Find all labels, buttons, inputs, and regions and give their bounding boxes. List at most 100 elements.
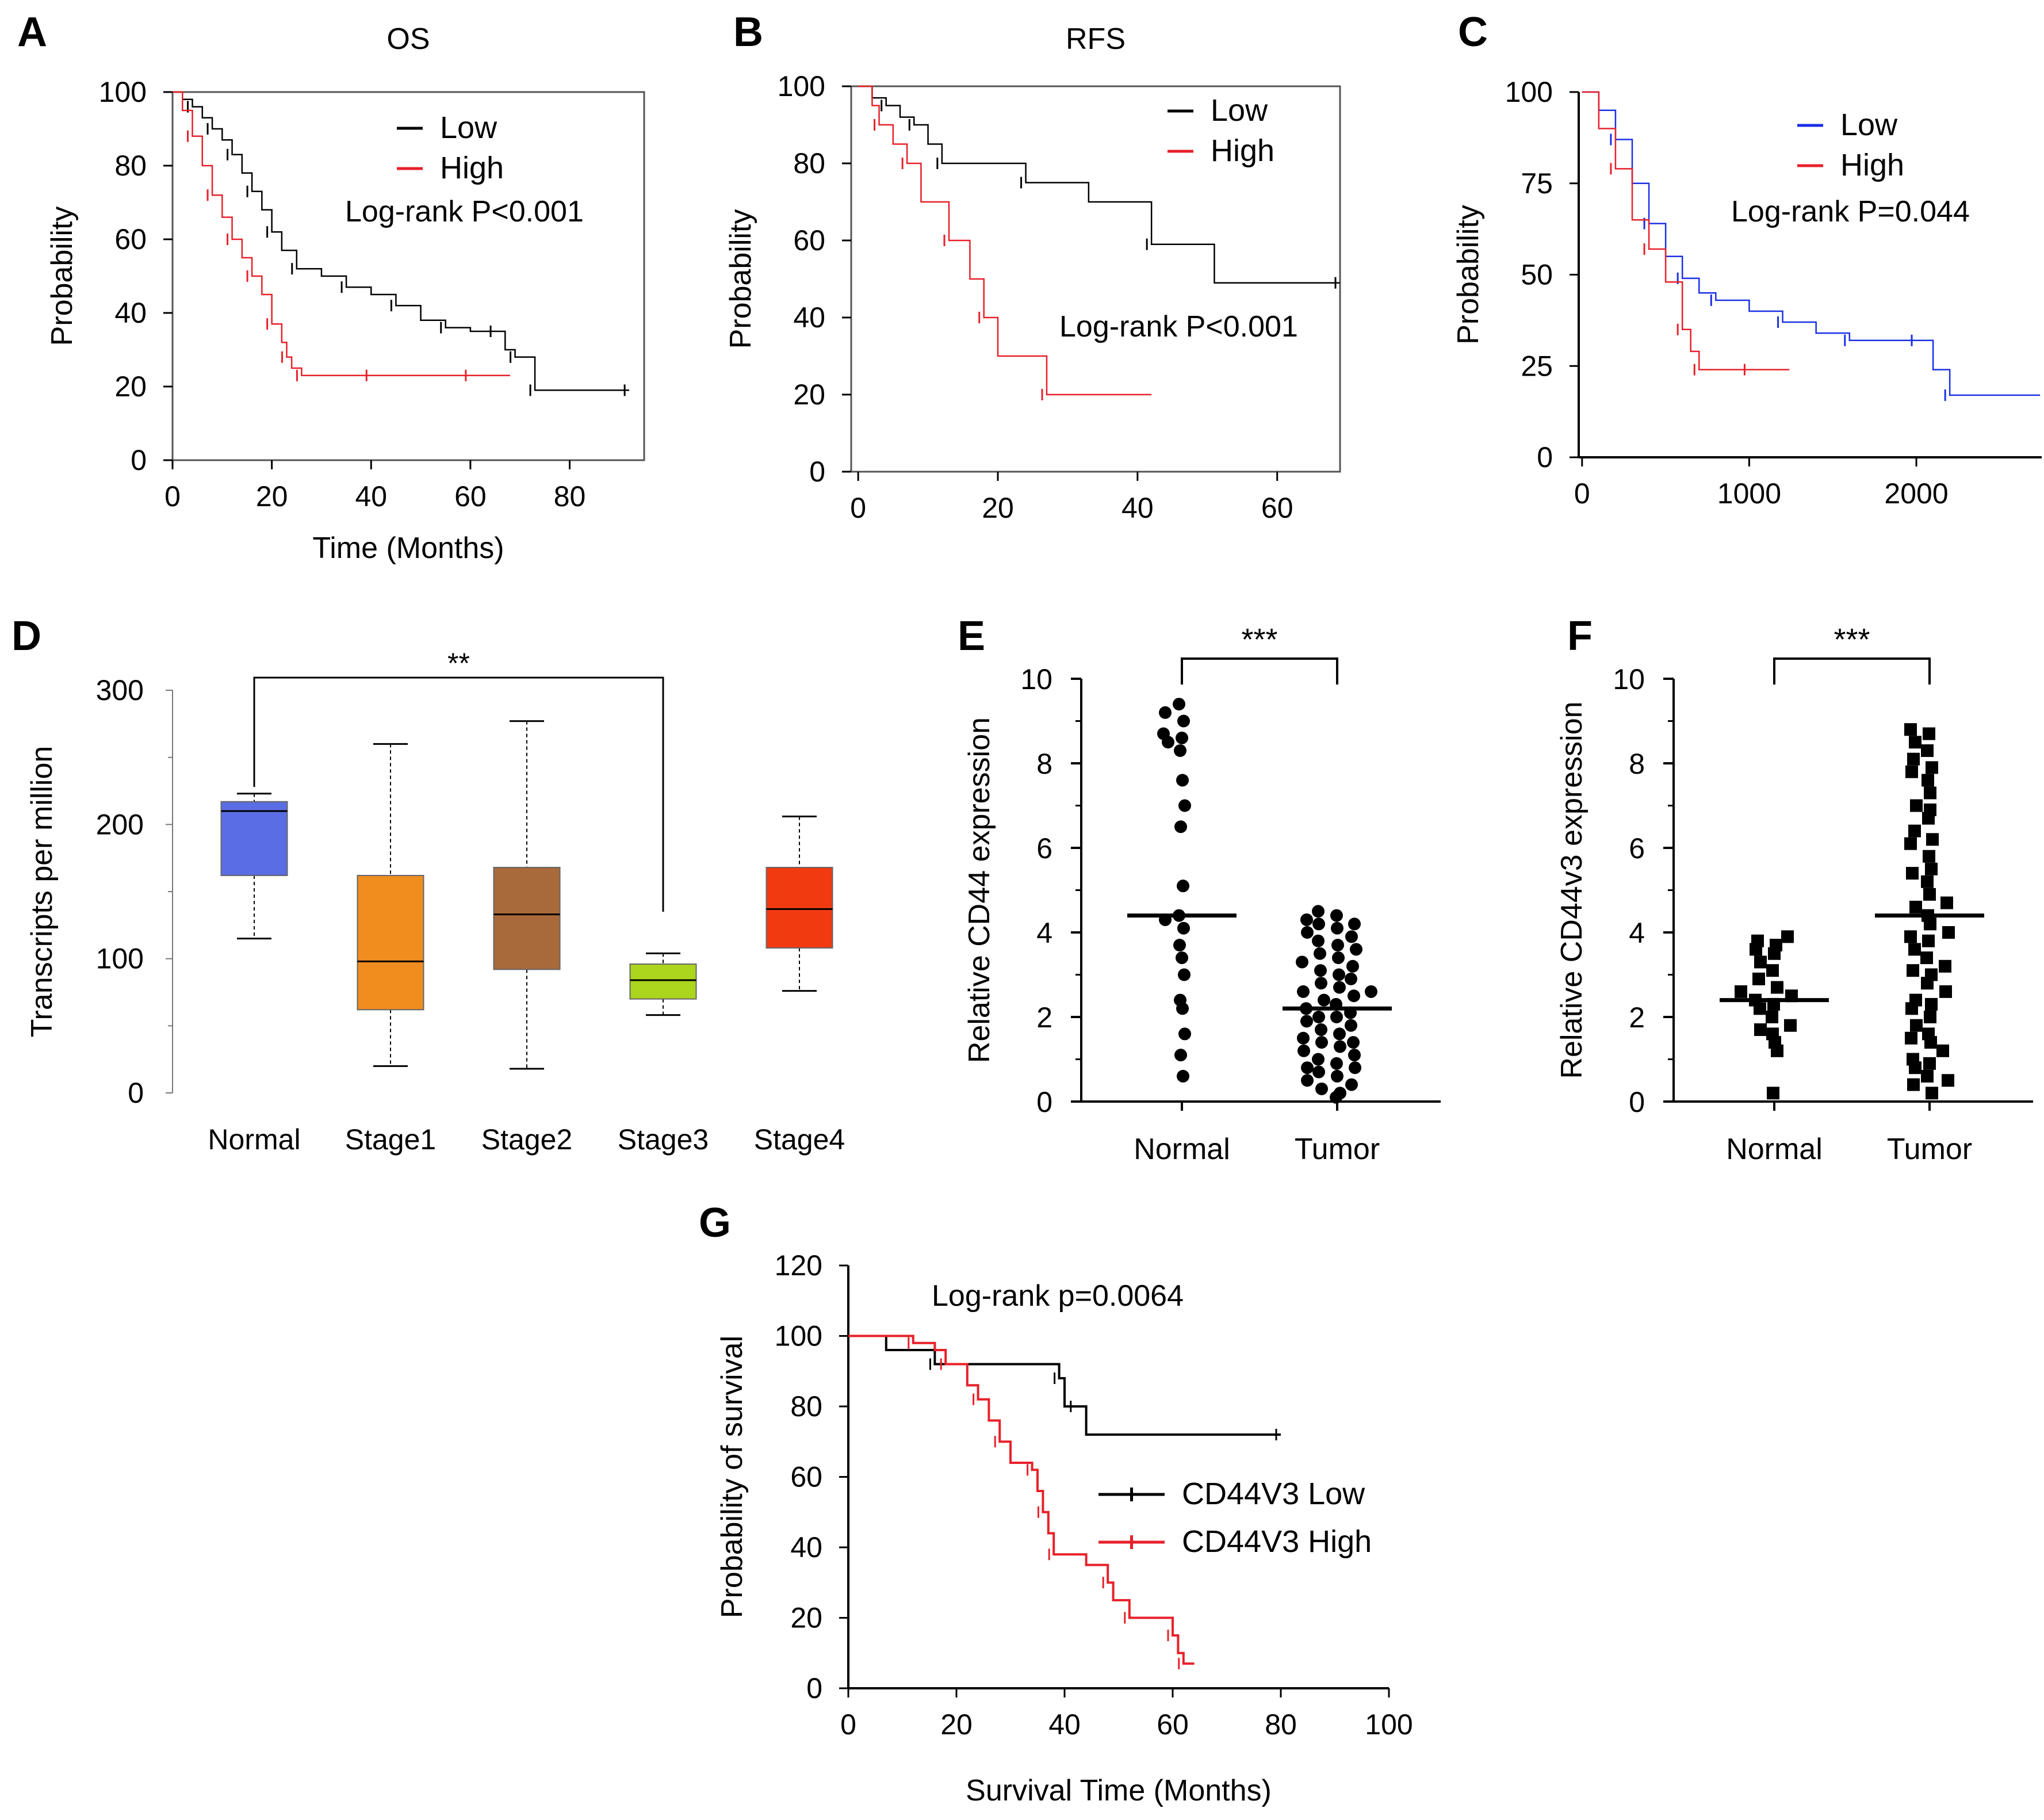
data-point: [1905, 1031, 1917, 1045]
x-tick-label: 60: [1157, 1708, 1189, 1741]
chart-title: RFS: [1066, 22, 1126, 56]
box-stage1: [357, 875, 424, 1011]
data-point: [1904, 837, 1917, 850]
y-tick-label: 120: [775, 1249, 822, 1282]
x-tick-label: 80: [554, 480, 586, 513]
data-point: [1177, 922, 1190, 935]
data-point: [1766, 964, 1779, 977]
x-tick-label: 20: [940, 1708, 973, 1741]
data-point: [1334, 1040, 1346, 1053]
data-point: [1754, 1023, 1767, 1037]
y-axis-label: Probability: [724, 209, 757, 349]
y-tick-label: 0: [1036, 1086, 1052, 1118]
category-label: Stage2: [481, 1123, 572, 1156]
y-tick-label: 75: [1521, 167, 1553, 200]
y-tick-label: 200: [96, 808, 144, 840]
y-axis-label: Transcripts per million: [25, 746, 59, 1038]
data-point: [1345, 1078, 1358, 1091]
series-high-line: [1582, 91, 1790, 370]
data-point: [1784, 1019, 1797, 1032]
data-point: [1177, 1069, 1189, 1083]
data-point: [1921, 875, 1934, 888]
x-tick-label: 40: [1121, 492, 1154, 524]
y-axis-label: Relative CD44 expression: [963, 717, 996, 1063]
category-label: Normal: [1726, 1133, 1823, 1166]
data-point: [1754, 955, 1767, 969]
data-point: [1926, 1087, 1938, 1100]
y-axis-label: Probability of survival: [715, 1336, 749, 1618]
data-point: [1349, 1061, 1361, 1075]
plot-frame: [850, 85, 1341, 473]
series-low-line: [173, 91, 630, 391]
y-tick-label: 60: [793, 224, 825, 257]
data-point: [1174, 820, 1187, 833]
category-label: Tumor: [1295, 1133, 1380, 1166]
data-point: [1907, 1078, 1920, 1091]
data-point: [1178, 968, 1191, 981]
significance-bracket: [1773, 657, 1931, 685]
data-point: [1176, 731, 1188, 744]
data-point: [1923, 727, 1935, 740]
data-point: [1921, 1069, 1934, 1083]
series-high-line: [858, 85, 1152, 396]
x-tick-label: 60: [454, 480, 487, 513]
data-point: [1365, 985, 1377, 998]
y-tick-label: 4: [1629, 917, 1645, 949]
logrank-annotation: Log-rank P<0.001: [1059, 310, 1298, 343]
legend-label: Low: [1211, 93, 1268, 128]
y-tick-label: 6: [1629, 832, 1645, 865]
data-point: [1173, 698, 1185, 711]
data-point: [1332, 951, 1345, 965]
data-point: [1300, 913, 1313, 926]
data-point: [1347, 1036, 1360, 1049]
legend-label: Low: [1840, 108, 1898, 142]
category-label: Stage1: [345, 1123, 436, 1156]
y-tick-label: 40: [114, 297, 147, 329]
panel-letter-a: A: [17, 9, 47, 55]
panel-letter-c: C: [1458, 9, 1488, 55]
x-tick-label: 20: [982, 492, 1014, 524]
data-point: [1904, 723, 1917, 736]
data-point: [1318, 993, 1330, 1007]
data-point: [1312, 1065, 1325, 1079]
data-point: [1346, 959, 1359, 973]
box-stage4: [765, 867, 833, 949]
data-point: [1177, 714, 1190, 728]
data-point: [1312, 917, 1325, 931]
data-point: [1924, 786, 1936, 800]
legend-label: CD44V3 High: [1182, 1524, 1372, 1559]
box-stage2: [493, 867, 561, 970]
data-point: [1908, 824, 1921, 838]
y-tick-label: 100: [778, 70, 825, 102]
x-axis-label: Survival Time (Months): [966, 1774, 1272, 1807]
x-tick-label: 40: [355, 480, 387, 513]
data-point: [1314, 964, 1327, 977]
data-point: [1770, 939, 1782, 952]
data-point: [1925, 862, 1938, 875]
data-point: [1178, 1027, 1191, 1041]
x-tick-label: 1000: [1717, 477, 1781, 510]
data-point: [1301, 926, 1314, 939]
y-tick-label: 100: [96, 943, 144, 975]
panel-e: 0 2 4 6 8 10 Relative CD44 expression Normal Tum…: [963, 622, 1441, 1166]
data-point: [1752, 972, 1765, 985]
data-point: [1907, 964, 1919, 977]
category-label: Stage4: [754, 1123, 845, 1156]
data-point: [1907, 1053, 1919, 1066]
data-point: [1315, 1082, 1328, 1095]
data-point: [1904, 930, 1917, 943]
data-point: [1296, 955, 1308, 969]
x-tick-label: 0: [164, 480, 181, 513]
data-point: [1766, 1011, 1778, 1023]
data-point: [1922, 934, 1935, 947]
data-point: [1925, 997, 1938, 1011]
y-tick-label: 0: [809, 456, 825, 488]
data-point: [1908, 943, 1921, 956]
legend-label: High: [440, 151, 504, 185]
panel-g: 0 20 40 60 80 100 120 0 20 40 60 80 100 Survival Time…: [715, 1249, 1413, 1807]
data-point: [1942, 926, 1955, 939]
data-point: [1921, 774, 1934, 787]
x-tick-label: 0: [840, 1708, 856, 1741]
panel-f: 0 2 4 6 8 10 Relative CD44v3 expression Normal T…: [1555, 622, 2033, 1166]
y-tick-label: 60: [114, 223, 147, 255]
